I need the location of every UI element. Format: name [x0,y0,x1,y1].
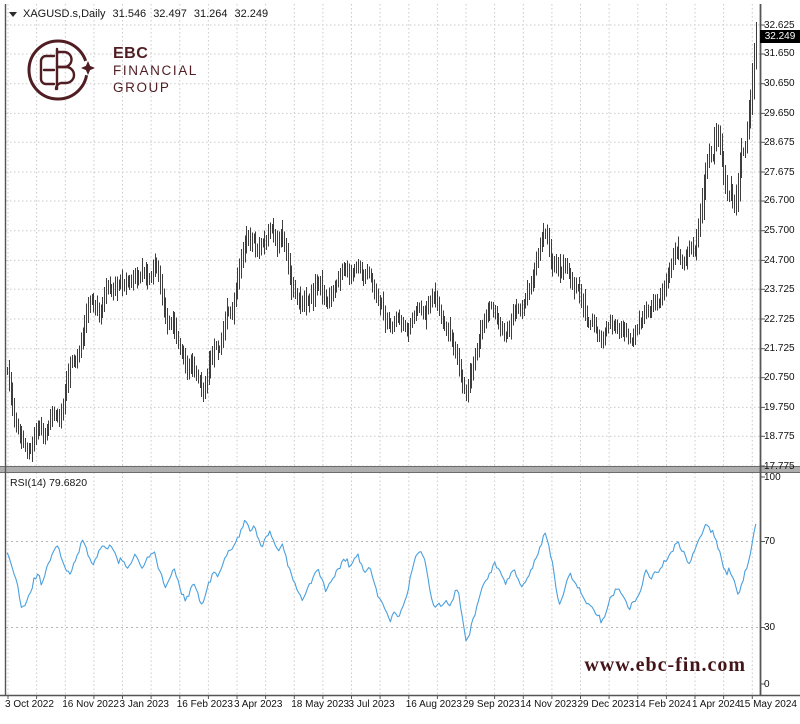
date-axis-label: 16 Nov 2022 [62,699,119,710]
rsi-axis-label: 30 [764,622,776,633]
rsi-axis-label: 70 [764,536,776,547]
price-axis-label: 29.650 [764,107,795,119]
low-value: 31.264 [193,8,228,20]
price-axis-label: 27.675 [764,166,795,178]
open-value: 31.546 [112,8,147,20]
logo-text-group: GROUP [113,79,171,95]
ebc-monogram-icon [27,39,96,101]
rsi-axis-label: 100 [764,471,781,483]
date-axis-label: 16 Aug 2023 [405,699,462,710]
price-axis-label: 21.725 [764,343,795,355]
date-axis-label: 29 Sep 2023 [463,699,520,710]
date-axis-label: 3 Oct 2022 [5,699,54,710]
price-axis-label: 20.750 [764,372,795,384]
chart-header: XAGUSD.s,Daily 31.546 32.497 31.264 32.2… [9,8,268,20]
date-axis-label: 18 May 2023 [291,699,350,710]
price-axis-label: 24.700 [764,254,795,266]
price-axis-label: 28.675 [764,136,795,148]
last-price-badge: 32.249 [760,29,800,43]
date-axis-label: 1 Apr 2024 [692,699,741,710]
logo-text-financial: FINANCIAL [113,62,198,78]
sparkle-icon [81,61,95,75]
price-axis-label: 18.775 [764,430,795,442]
date-axis-label: 3 Jul 2023 [348,699,395,710]
price-axis-label: 22.725 [764,313,795,325]
collapse-triangle-icon[interactable] [9,12,17,17]
price-axis-label: 19.750 [764,401,795,413]
symbol-period-label: XAGUSD.s,Daily [23,8,106,20]
price-axis-label: 26.700 [764,195,795,207]
watermark-url: www.ebc-fin.com [584,654,746,676]
price-axis-label: 23.725 [764,283,795,295]
rsi-axis-label: 0 [764,678,770,690]
price-axis-label: 17.775 [764,460,795,472]
date-axis-label: 3 Jan 2023 [119,699,170,710]
date-axis-label: 14 Nov 2023 [520,699,577,710]
date-axis-label: 29 Dec 2023 [577,699,635,710]
price-axis-label: 31.650 [764,48,795,60]
date-axis-label: 15 May 2024 [739,699,797,710]
date-axis-label: 16 Feb 2023 [176,699,233,710]
close-value: 32.249 [234,8,269,20]
rsi-indicator-label: RSI(14) 79.6820 [10,477,88,489]
ebc-logo: EBC FINANCIAL GROUP [24,34,198,106]
price-axis-label: 25.700 [764,225,795,237]
price-axis-label: 32.625 [764,19,795,31]
date-axis-label: 3 Apr 2023 [234,699,283,710]
logo-text-ebc: EBC [113,44,149,62]
high-value: 32.497 [153,8,187,20]
price-axis-label: 30.650 [764,78,795,90]
date-axis-label: 14 Feb 2024 [634,699,691,710]
